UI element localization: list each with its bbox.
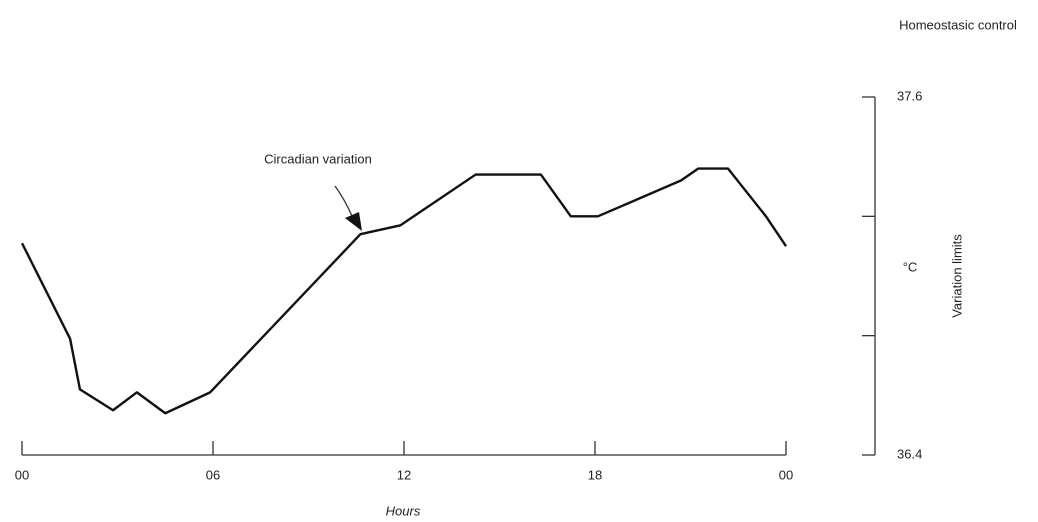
y-unit: °C <box>903 259 918 274</box>
data-line <box>20 167 787 415</box>
y-tick-label: 36.4 <box>897 446 922 461</box>
annotation-arrow <box>334 185 353 217</box>
x-tick-label: 06 <box>206 467 220 482</box>
x-tick-label: 00 <box>779 467 793 482</box>
annotation: Circadian variation <box>264 151 372 166</box>
x-tick-label: 00 <box>15 467 29 482</box>
y-tick-label: 37.6 <box>897 88 922 103</box>
chart-title: Homeostasic control <box>899 17 1017 32</box>
arrow-head <box>345 212 362 231</box>
y-axis-label: Variation limits <box>949 234 964 318</box>
x-tick-label: 18 <box>588 467 602 482</box>
x-axis-label: Hours <box>386 503 421 518</box>
x-tick-label: 12 <box>397 467 411 482</box>
